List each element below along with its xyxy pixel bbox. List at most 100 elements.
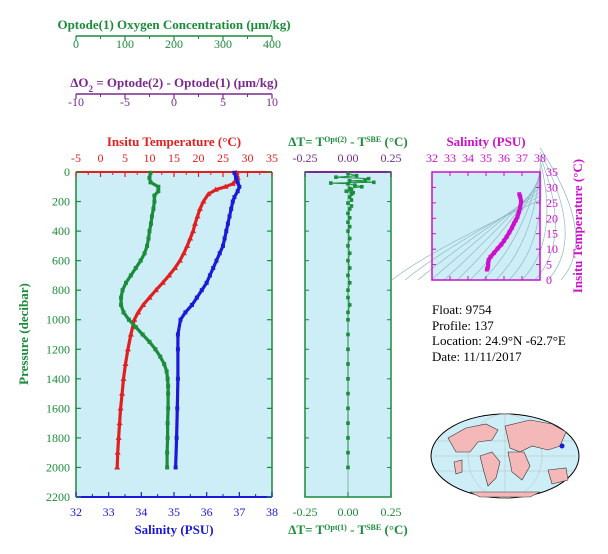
- ts-point: [486, 260, 491, 265]
- temperature-profile-point: [166, 272, 173, 278]
- ts-point: [510, 225, 515, 230]
- dt-series-line: [330, 173, 374, 468]
- dt-point: [346, 391, 350, 396]
- salinity-axis-title: Salinity (PSU): [134, 522, 213, 537]
- oxygen-profile-point: [156, 184, 161, 189]
- ts-point: [504, 234, 509, 239]
- salinity-axis-tick-label: 37: [233, 505, 245, 519]
- dt-point: [346, 171, 350, 176]
- salinity-profile-point: [175, 406, 180, 411]
- temperature-axis-tick-label: 30: [242, 151, 254, 165]
- ts-y-tick-label: 10: [546, 242, 558, 256]
- oxygen-profile-point: [165, 450, 170, 455]
- dt-point: [354, 173, 359, 178]
- salinity-profile-point: [173, 465, 178, 470]
- pressure-axis-tick-label: 600: [52, 254, 70, 268]
- oxygen-profile-point: [165, 376, 170, 381]
- salinity-axis-tick-label: 36: [201, 505, 213, 519]
- salinity-profile-point: [224, 229, 229, 234]
- salinity-profile-point: [175, 332, 180, 337]
- oxygen-profile-point: [120, 288, 125, 293]
- ts-y-tick-label: 5: [546, 258, 552, 272]
- temperature-profile-point: [135, 309, 142, 315]
- salinity-profile-point: [237, 184, 242, 189]
- salinity-profile-point: [194, 295, 199, 300]
- ts-point: [518, 205, 523, 210]
- float-location-marker: [559, 443, 565, 449]
- ts-point: [513, 218, 518, 223]
- salinity-profile-point: [211, 266, 216, 271]
- ts-x-tick-label: 38: [534, 151, 546, 165]
- ts-y-tick-label: 35: [546, 165, 558, 179]
- oxygen-profile-point: [158, 354, 163, 359]
- salinity-axis-tick-label: 35: [168, 505, 180, 519]
- dt-point: [347, 224, 352, 229]
- dt-point: [346, 450, 350, 455]
- oxygen-profile-point: [152, 193, 157, 198]
- temperature-profile-point: [176, 257, 183, 263]
- temperature-profile-point: [192, 220, 199, 226]
- temperature-profile-point: [119, 390, 126, 396]
- ts-isopycnal-line: [521, 159, 548, 281]
- oxygen-axis-tick-label: 0: [73, 37, 79, 51]
- salinity-axis-tick-label: 32: [70, 505, 82, 519]
- dt-point: [346, 362, 350, 366]
- salinity-profile-point: [199, 288, 204, 293]
- dt-point: [366, 176, 371, 181]
- temperature-profile-point: [124, 346, 131, 352]
- ts-y-title: Insitu Temperature (°C): [570, 159, 585, 293]
- dt-point: [347, 266, 352, 270]
- ts-plot-area: [432, 172, 540, 280]
- delta-o2-axis-tick-label: -10: [68, 95, 84, 109]
- salinity-profile-point: [207, 273, 212, 278]
- ts-x-tick-label: 34: [462, 151, 474, 165]
- oxygen-profile-point: [152, 199, 157, 204]
- ts-point: [499, 242, 504, 247]
- dt-point: [347, 280, 352, 285]
- dt-top-tick-label: -0.25: [293, 151, 318, 165]
- salinity-profile-point: [232, 170, 237, 175]
- oxygen-profile-point: [153, 347, 158, 352]
- delta-o2-axis-tick-label: 0: [171, 95, 177, 109]
- oxygen-profile-point: [145, 243, 150, 248]
- ts-point: [502, 238, 506, 243]
- oxygen-profile-point: [142, 251, 147, 256]
- ts-isopycnal-line: [391, 199, 541, 281]
- salinity-profile-point: [174, 435, 179, 440]
- pressure-axis-tick-label: 200: [52, 195, 70, 209]
- oxygen-axis-tick-label: 200: [165, 37, 183, 51]
- pressure-axis-tick-label: 0: [64, 165, 70, 179]
- location: Location: 24.9°N -62.7°E: [432, 333, 566, 348]
- dt-point: [346, 347, 350, 352]
- temperature-profile-point: [159, 279, 166, 285]
- salinity-profile-point: [227, 214, 232, 219]
- dt-point: [334, 175, 338, 179]
- ts-y-tick-label: 20: [546, 211, 558, 225]
- ts-isopycnal-line: [539, 151, 566, 281]
- ts-isopycnal-line: [482, 171, 541, 281]
- oxygen-profile-point: [123, 280, 128, 285]
- pressure-axis-tick-label: 800: [52, 283, 70, 297]
- temperature-profile-point: [187, 235, 194, 241]
- dt-point: [346, 182, 350, 186]
- dt-point: [349, 198, 354, 202]
- salinity-profile-point: [225, 221, 230, 226]
- dt-bottom-tick-label: 0.25: [381, 505, 402, 519]
- ts-point: [519, 199, 524, 204]
- oxygen-axis-tick-label: 100: [116, 37, 134, 51]
- oxygen-profile-point: [147, 229, 152, 234]
- dt-point: [347, 207, 352, 211]
- oxygen-profile-point: [165, 465, 170, 470]
- oxygen-axis-tick-label: 400: [263, 37, 281, 51]
- ts-point: [518, 194, 523, 199]
- salinity-profile-point: [175, 376, 180, 381]
- ts-x-tick-label: 36: [498, 151, 510, 165]
- temperature-axis-tick-label: 20: [193, 151, 205, 165]
- dt-bottom-title: ΔT= TOpt(1) - TSBE (°C): [288, 522, 407, 537]
- ts-point: [516, 210, 521, 215]
- salinity-profile-point: [234, 175, 239, 180]
- salinity-axis-tick-label: 34: [135, 505, 147, 519]
- salinity-profile-point: [204, 280, 209, 285]
- temperature-profile-point: [212, 186, 219, 192]
- ts-point: [486, 263, 491, 268]
